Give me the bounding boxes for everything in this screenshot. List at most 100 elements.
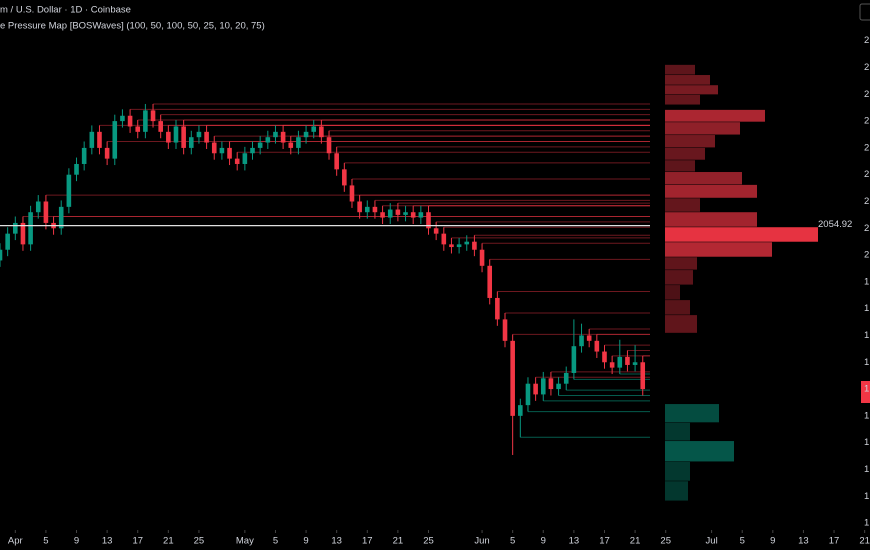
candle-body (449, 244, 454, 248)
y-tick-label: 1, (864, 303, 870, 314)
candle-body (617, 356, 623, 368)
profile-bar (665, 481, 688, 501)
x-tick-label: 17 (362, 536, 373, 547)
x-tick-label: 17 (599, 536, 610, 547)
profile-bar (665, 135, 715, 148)
candle-body (112, 121, 118, 159)
candle-body (464, 241, 470, 245)
candle-body (387, 209, 393, 218)
candle-body (502, 319, 508, 341)
y-tick-label: 2, (864, 196, 870, 207)
candle-body (81, 147, 87, 164)
candle-body (74, 163, 79, 175)
profile-bar (665, 300, 690, 315)
candle-body (403, 212, 408, 215)
candle-body (602, 351, 607, 363)
candle-body (395, 209, 401, 215)
profile-bar (665, 198, 700, 212)
profile-bar (665, 285, 680, 300)
candle-body (510, 340, 515, 416)
x-tick-label: 9 (74, 536, 79, 547)
candle-body (487, 265, 493, 298)
y-tick-label: 2, (864, 250, 870, 261)
candle-body (426, 212, 431, 229)
candle-body (586, 335, 592, 341)
candle-body (472, 241, 477, 250)
y-tick-label: 2, (864, 62, 870, 73)
candle-body (265, 137, 271, 143)
candle-body (188, 137, 194, 148)
candle-body (433, 228, 439, 234)
y-tick-label: 1, (864, 276, 870, 287)
profile-bar (665, 270, 693, 285)
profile-bar (665, 315, 697, 333)
x-tick-label: 9 (541, 536, 546, 547)
level-lines (22, 103, 650, 438)
candle-body (166, 131, 171, 143)
y-tick-label: 2, (864, 116, 870, 127)
y-tick-label: 1, (864, 464, 870, 475)
x-tick-label: 21 (393, 536, 404, 547)
candle-body (204, 131, 209, 143)
y-tick-label: 2, (864, 89, 870, 100)
candle-body (20, 222, 26, 245)
x-tick-label: Jul (706, 536, 718, 547)
x-tick-label: 21 (163, 536, 174, 547)
candle-body (319, 126, 324, 138)
candle-body (456, 244, 462, 248)
profile-bar (665, 212, 757, 227)
candle-body (173, 126, 179, 143)
candle-body (410, 212, 416, 218)
y-tick-label: 2, (864, 35, 870, 46)
candle-body (311, 126, 317, 132)
candle-body (518, 405, 523, 416)
candle-body (364, 206, 370, 213)
candle-body (273, 131, 278, 138)
candle-body (135, 126, 141, 132)
candle-body (632, 362, 638, 365)
candle-body (625, 356, 630, 365)
candle-body (150, 110, 156, 122)
profile-bar (665, 122, 740, 135)
profile-bar (665, 94, 700, 105)
candle-body (13, 222, 18, 234)
candle-body (303, 131, 309, 138)
candle-body (280, 131, 286, 143)
candle-body (242, 153, 248, 164)
candle-body (594, 340, 600, 352)
candle-body (219, 147, 225, 154)
x-tick-label: Apr (8, 536, 23, 547)
profile-bar (665, 404, 719, 423)
candle-body (296, 137, 301, 148)
candle-body (556, 383, 561, 390)
candle-body (196, 131, 202, 138)
scale-button[interactable] (859, 3, 870, 21)
candle-body (334, 153, 339, 170)
x-tick-label: 5 (273, 536, 278, 547)
profile-bar (665, 184, 757, 198)
x-tick-label: 5 (740, 536, 745, 547)
candle-body (158, 121, 163, 132)
candle-body (540, 378, 546, 395)
y-tick-label: 1, (864, 437, 870, 448)
candle-body (234, 158, 240, 164)
candle-body (342, 169, 347, 186)
candle-body (640, 362, 646, 390)
x-tick-label: 9 (770, 536, 775, 547)
profile-bar (665, 75, 710, 85)
x-tick-label: 25 (660, 536, 671, 547)
x-tick-label: 9 (303, 536, 308, 547)
y-tick-label: 1, (864, 357, 870, 368)
candle-body (120, 115, 125, 122)
profile-bar (665, 461, 690, 481)
price-line-label: 2054.92 (818, 219, 852, 230)
y-tick-label: 2, (864, 142, 870, 153)
profile-bar (665, 422, 690, 441)
x-tick-label: Jun (474, 536, 489, 547)
candle-body (533, 383, 538, 395)
candle-body (372, 206, 378, 213)
y-tick-label: 1, (864, 491, 870, 502)
x-tick-label: 13 (331, 536, 342, 547)
x-tick-label: May (236, 536, 254, 547)
